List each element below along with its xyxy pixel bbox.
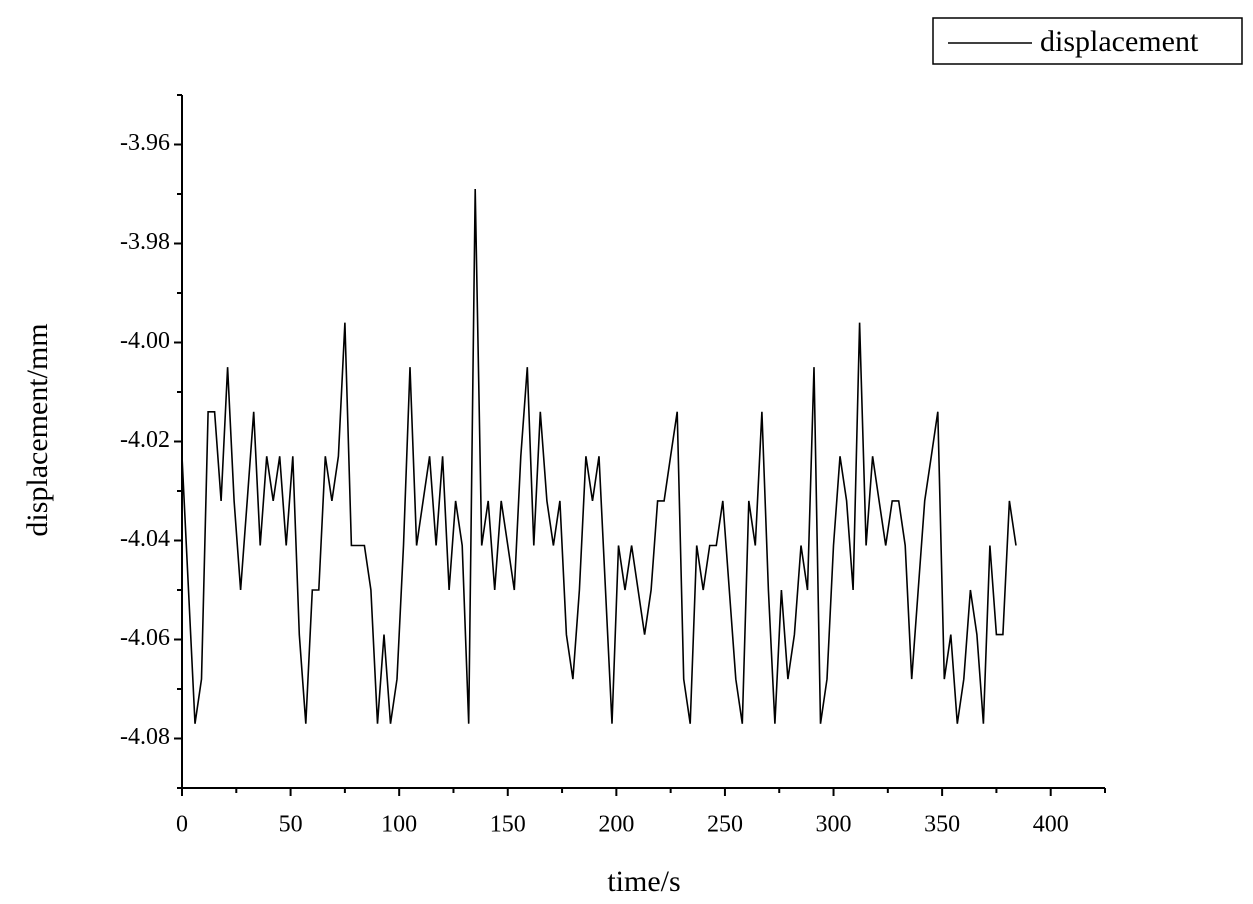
x-tick-label: 150: [490, 812, 526, 838]
y-tick-label: -4.08: [120, 724, 170, 750]
x-tick-label: 50: [279, 812, 303, 838]
x-tick-label: 250: [707, 812, 743, 838]
x-tick-label: 200: [598, 812, 634, 838]
x-tick-label: 400: [1033, 812, 1069, 838]
y-tick-label: -4.04: [120, 526, 170, 552]
y-tick-label: -4.00: [120, 328, 170, 354]
legend-box: [932, 17, 1243, 65]
x-tick-label: 350: [924, 812, 960, 838]
y-tick-label: -4.02: [120, 427, 170, 453]
y-tick-label: -3.96: [120, 130, 170, 156]
y-tick-label: -3.98: [120, 229, 170, 255]
y-axis-label: displacement/mm: [21, 323, 54, 536]
x-tick-label: 0: [176, 812, 188, 838]
data-line: [181, 188, 1017, 724]
x-tick-label: 300: [816, 812, 852, 838]
legend-label: displacement: [1040, 25, 1199, 58]
x-axis-label: time/s: [607, 865, 680, 898]
y-tick-label: -4.06: [120, 625, 170, 651]
x-tick-label: 100: [381, 812, 417, 838]
